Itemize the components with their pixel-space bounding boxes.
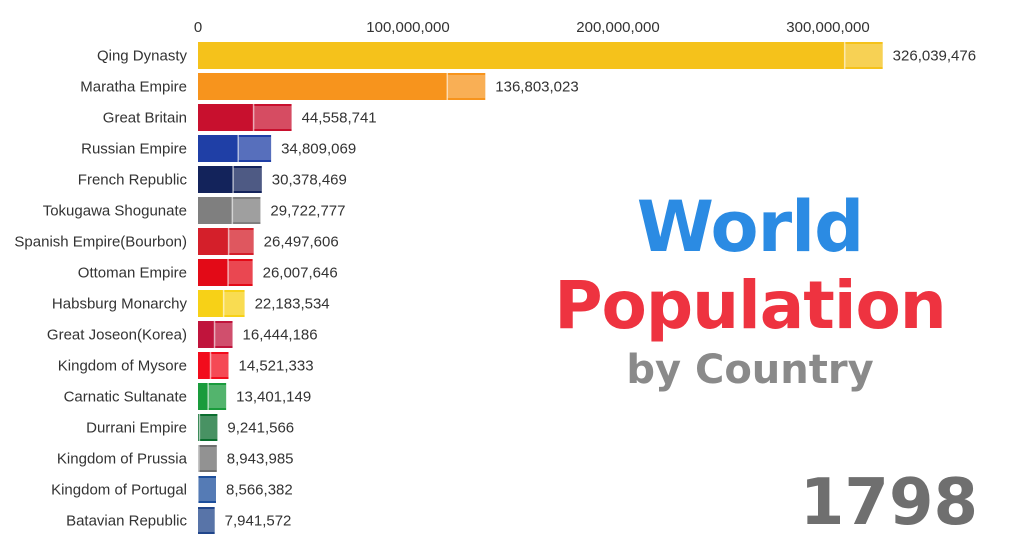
value-label: 16,444,186	[243, 327, 318, 344]
category-label: Habsburg Monarchy	[52, 296, 188, 313]
flag-icon	[198, 445, 217, 472]
bar	[198, 259, 253, 286]
bar	[198, 476, 216, 503]
value-label: 8,566,382	[226, 482, 293, 499]
flag-icon	[209, 352, 229, 379]
bar	[198, 197, 261, 224]
category-label: Kingdom of Portugal	[51, 482, 187, 499]
value-label: 22,183,534	[255, 296, 330, 313]
flag-icon	[197, 476, 216, 503]
flag-icon	[207, 383, 227, 410]
category-label: Ottoman Empire	[78, 265, 187, 282]
bars-group: Qing Dynasty 326,039,476 Maratha Empire 136…	[14, 42, 976, 534]
value-label: 26,007,646	[263, 265, 338, 282]
flag-icon	[213, 321, 233, 348]
flag-icon	[446, 73, 486, 100]
category-label: French Republic	[78, 172, 188, 189]
value-label: 9,241,566	[227, 420, 294, 437]
flag-icon	[227, 228, 254, 255]
flag-icon	[227, 259, 253, 286]
flag-icon	[252, 104, 292, 131]
bar	[198, 73, 486, 100]
category-label: Durrani Empire	[86, 420, 187, 437]
bar	[198, 228, 254, 255]
category-label: Maratha Empire	[80, 79, 187, 96]
bar	[198, 104, 292, 131]
title-by-country: by Country	[626, 347, 874, 393]
flag-icon	[195, 507, 215, 534]
category-label: Great Britain	[103, 110, 187, 127]
value-label: 7,941,572	[225, 513, 292, 530]
bar	[198, 414, 218, 441]
category-label: Tokugawa Shogunate	[43, 203, 187, 220]
bar	[198, 383, 227, 410]
chart-title: World Population by Country	[540, 188, 960, 394]
bar	[198, 352, 229, 379]
x-axis-ticks: 0 100,000,000 200,000,000 300,000,000	[194, 19, 870, 36]
x-tick-label: 100,000,000	[366, 19, 449, 36]
flag-icon	[231, 197, 261, 224]
title-population: Population	[554, 267, 947, 344]
value-label: 29,722,777	[270, 203, 345, 220]
flag-icon	[237, 135, 272, 162]
flag-icon	[222, 290, 245, 317]
value-label: 30,378,469	[272, 172, 347, 189]
flag-icon	[843, 42, 883, 69]
bar	[198, 507, 215, 534]
x-tick-label: 200,000,000	[576, 19, 659, 36]
x-tick-label: 0	[194, 19, 202, 36]
category-label: Qing Dynasty	[97, 48, 188, 65]
bar	[198, 42, 883, 69]
bar	[198, 290, 245, 317]
value-label: 326,039,476	[893, 48, 976, 65]
value-label: 44,558,741	[302, 110, 377, 127]
year-label: 1798	[799, 466, 978, 540]
category-label: Great Joseon(Korea)	[47, 327, 187, 344]
value-label: 34,809,069	[281, 141, 356, 158]
value-label: 136,803,023	[495, 79, 578, 96]
value-label: 13,401,149	[236, 389, 311, 406]
bar	[198, 445, 217, 472]
flag-icon	[198, 414, 218, 441]
category-label: Spanish Empire(Bourbon)	[14, 234, 187, 251]
category-label: Kingdom of Mysore	[58, 358, 187, 375]
value-label: 26,497,606	[264, 234, 339, 251]
category-label: Russian Empire	[81, 141, 187, 158]
x-tick-label: 300,000,000	[786, 19, 869, 36]
category-label: Carnatic Sultanate	[64, 389, 187, 406]
category-label: Kingdom of Prussia	[57, 451, 188, 468]
bar	[198, 166, 262, 193]
value-label: 14,521,333	[238, 358, 313, 375]
value-label: 8,943,985	[227, 451, 294, 468]
category-label: Batavian Republic	[66, 513, 187, 530]
bar	[198, 135, 272, 162]
title-world: World	[636, 186, 864, 268]
flag-icon	[232, 166, 262, 193]
